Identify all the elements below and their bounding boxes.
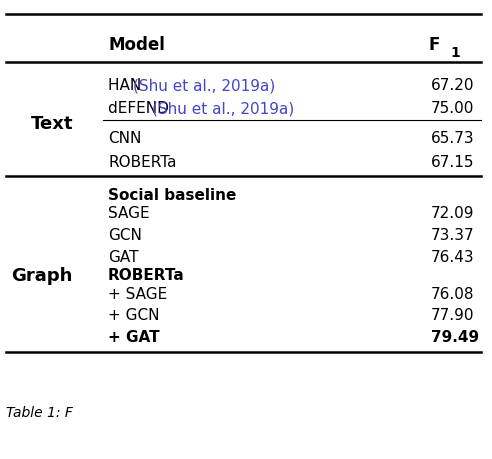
Text: HAN: HAN	[108, 78, 146, 93]
Text: 67.15: 67.15	[430, 155, 474, 169]
Text: + GCN: + GCN	[108, 308, 159, 322]
Text: Graph: Graph	[11, 266, 72, 284]
Text: Text: Text	[31, 115, 73, 133]
Text: Social baseline: Social baseline	[108, 188, 237, 203]
Text: 67.20: 67.20	[430, 78, 474, 93]
Text: Model: Model	[108, 36, 165, 54]
Text: SAGE: SAGE	[108, 206, 150, 221]
Text: GCN: GCN	[108, 228, 142, 243]
Text: ROBERTa: ROBERTa	[108, 155, 177, 169]
Text: 79.49: 79.49	[430, 329, 479, 344]
Text: ROBERTa: ROBERTa	[108, 268, 185, 283]
Text: (Shu et al., 2019a): (Shu et al., 2019a)	[152, 101, 294, 116]
Text: 72.09: 72.09	[430, 206, 474, 221]
Text: Table 1: F: Table 1: F	[6, 405, 73, 419]
Text: 65.73: 65.73	[430, 131, 474, 146]
Text: 1: 1	[450, 46, 460, 60]
Text: GAT: GAT	[108, 249, 139, 264]
Text: 76.43: 76.43	[430, 249, 474, 264]
Text: 75.00: 75.00	[430, 101, 474, 116]
Text: 73.37: 73.37	[430, 228, 474, 243]
Text: 77.90: 77.90	[430, 308, 474, 322]
Text: CNN: CNN	[108, 131, 142, 146]
Text: + GAT: + GAT	[108, 329, 160, 344]
Text: 76.08: 76.08	[430, 286, 474, 301]
Text: F: F	[428, 36, 439, 54]
Text: dEFEND: dEFEND	[108, 101, 174, 116]
Text: (Shu et al., 2019a): (Shu et al., 2019a)	[133, 78, 276, 93]
Text: + SAGE: + SAGE	[108, 286, 167, 301]
